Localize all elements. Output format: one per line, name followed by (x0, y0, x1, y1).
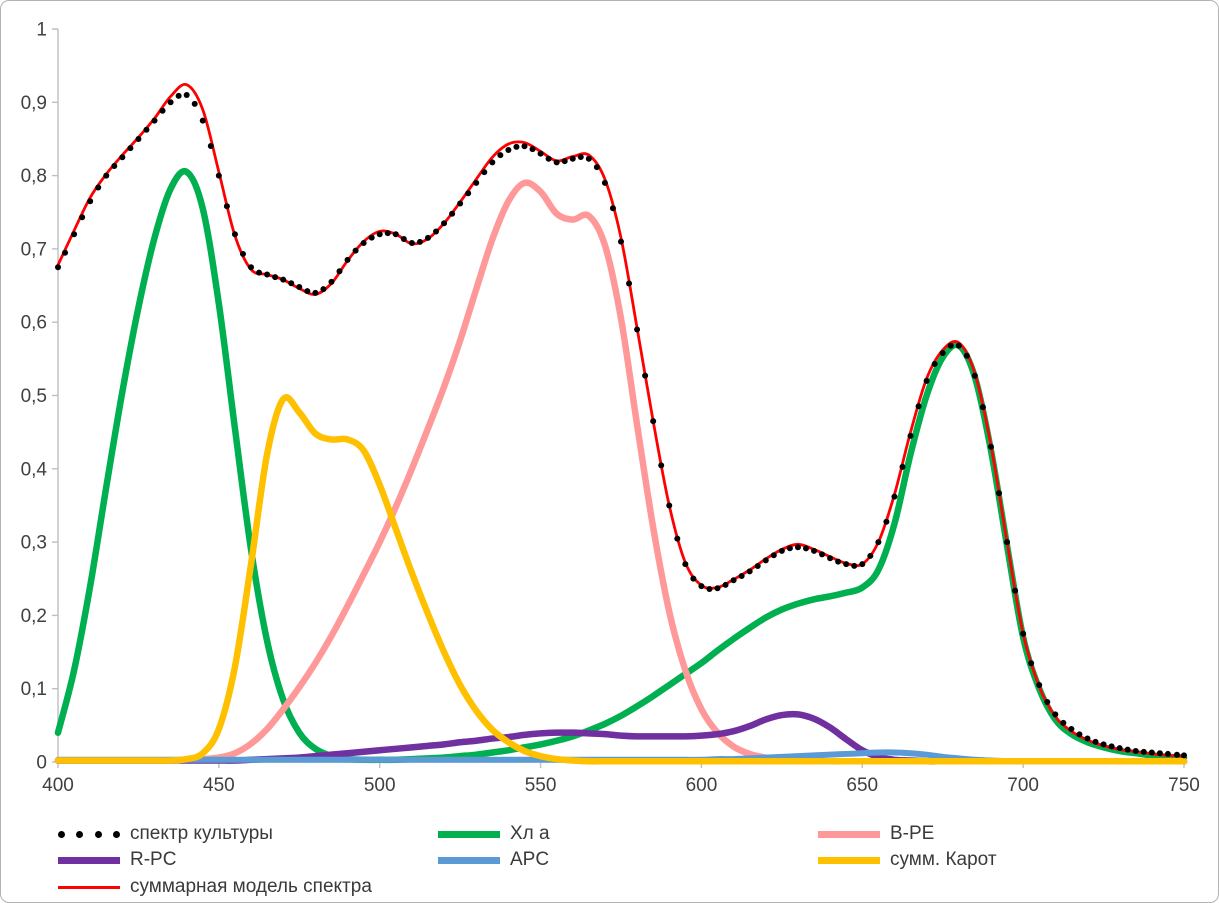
svg-text:0,1: 0,1 (21, 679, 47, 700)
svg-text:0,3: 0,3 (21, 533, 47, 554)
svg-text:550: 550 (525, 775, 557, 796)
svg-text:0,4: 0,4 (21, 459, 48, 480)
legend-marker-carotenoids-line (818, 856, 880, 864)
legend-marker-apc-line (438, 856, 500, 864)
legend-label-r-pc: R-PC (130, 849, 177, 870)
legend-label-model-spectrum: суммарная модель спектра (130, 876, 372, 897)
legend-marker-model-line (58, 885, 120, 889)
legend-label-carotenoids: сумм. Карот (890, 849, 997, 870)
legend-label-culture-spectrum: спектр культуры (130, 823, 273, 844)
svg-text:0,5: 0,5 (21, 386, 47, 407)
svg-text:0,8: 0,8 (21, 166, 47, 187)
legend-item-model-spectrum[interactable]: суммарная модель спектра (58, 874, 372, 900)
legend-label-b-pe: B-PE (890, 823, 935, 844)
svg-text:0: 0 (36, 753, 47, 774)
legend-item-r-pc[interactable]: R-PC (58, 847, 176, 873)
legend-item-culture-spectrum[interactable]: спектр культуры (58, 821, 273, 847)
svg-text:0,2: 0,2 (21, 606, 47, 627)
legend-marker-dots (58, 830, 120, 838)
legend-item-chl-a[interactable]: Хл a (438, 821, 550, 847)
svg-text:400: 400 (42, 775, 74, 796)
legend-marker-b-pe-line (818, 830, 880, 838)
svg-text:0,9: 0,9 (21, 93, 47, 114)
legend-label-apc: APC (510, 849, 550, 870)
legend-item-apc[interactable]: APC (438, 847, 549, 873)
svg-text:0,6: 0,6 (21, 313, 47, 334)
legend-marker-chl-a-line (438, 830, 500, 838)
legend-marker-r-pc-line (58, 856, 120, 864)
svg-text:0,7: 0,7 (21, 239, 47, 260)
svg-text:750: 750 (1168, 775, 1200, 796)
chart-legend: спектр культуры Хл a B-PE R-PC APC сумм.… (1, 821, 1218, 902)
svg-text:600: 600 (686, 775, 718, 796)
svg-text:500: 500 (364, 775, 396, 796)
legend-label-chl-a: Хл a (510, 823, 550, 844)
svg-text:450: 450 (203, 775, 235, 796)
legend-item-carotenoids[interactable]: сумм. Карот (818, 847, 997, 873)
svg-text:650: 650 (846, 775, 878, 796)
legend-item-b-pe[interactable]: B-PE (818, 821, 934, 847)
svg-text:1: 1 (36, 20, 47, 41)
svg-text:700: 700 (1007, 775, 1039, 796)
